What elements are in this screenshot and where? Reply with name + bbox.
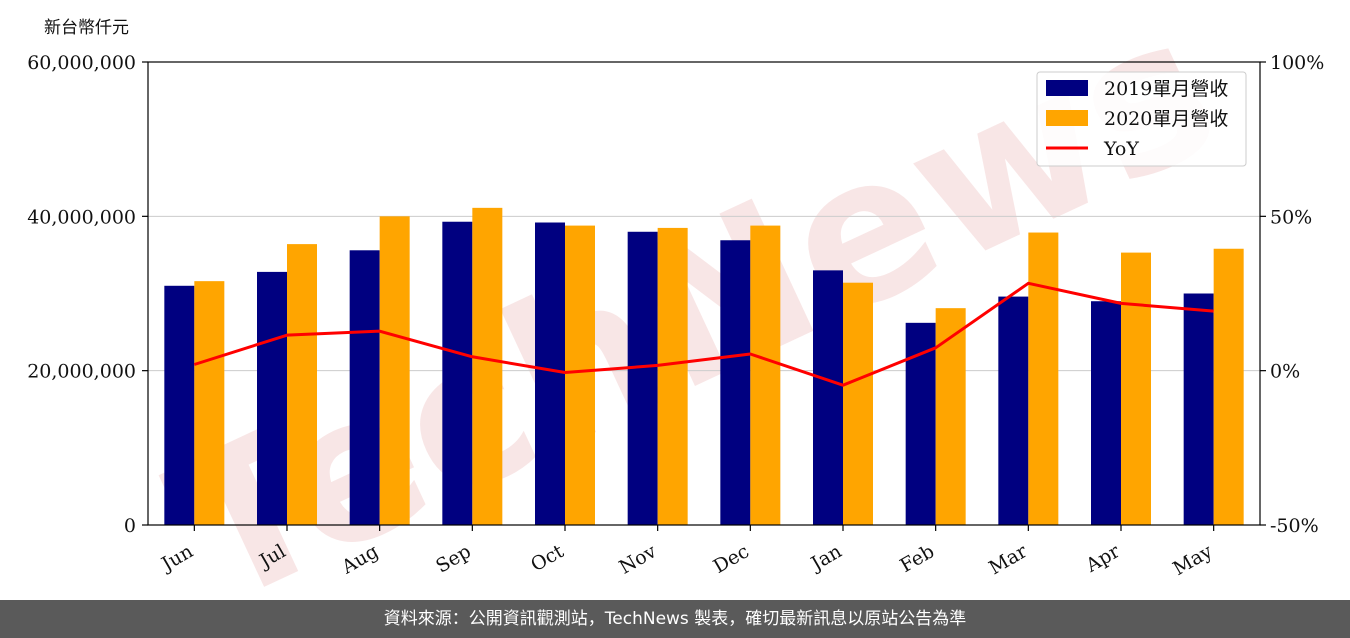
bar-2020-jan: [843, 282, 873, 525]
source-footer: 資料來源：公開資訊觀測站，TechNews 製表，確切最新訊息以原站公告為準: [0, 600, 1350, 638]
bar-2020-sep: [472, 207, 503, 525]
y-left-tick-label: 20,000,000: [27, 361, 136, 383]
bar-2019-aug: [349, 250, 380, 525]
plot-frame: [147, 61, 1261, 526]
bars: [164, 207, 1244, 526]
bar-2019-sep: [442, 221, 473, 526]
bar-2020-may: [1213, 248, 1244, 525]
legend-box: [1036, 71, 1247, 167]
yoy-line: [193, 281, 1214, 387]
bar-2020-mar: [1028, 232, 1059, 525]
yoy-line-layer: [193, 281, 1214, 387]
legend-swatch: [1046, 80, 1088, 96]
bar-2019-mar: [998, 296, 1029, 525]
x-tick-label-apr: Apr: [1081, 540, 1124, 577]
bar-2019-nov: [627, 231, 658, 525]
x-tick-label-dec: Dec: [710, 540, 753, 578]
bar-2020-nov: [657, 227, 688, 526]
revenue-chart: TechNews 020,000,00040,000,00060,000,000…: [27, 0, 1324, 600]
bar-2019-jun: [164, 285, 195, 525]
bar-2019-jul: [257, 271, 287, 525]
y-right-tick-label: -50%: [1270, 515, 1319, 537]
y-right-tick-label: 0%: [1270, 361, 1300, 383]
bar-2019-may: [1183, 293, 1214, 525]
x-tick-label-may: May: [1169, 540, 1216, 580]
x-tick-label-jan: Jan: [806, 540, 846, 576]
legend-label: 2020單月營收: [1104, 108, 1228, 130]
x-tick-label-oct: Oct: [527, 540, 568, 576]
y-left-tick-label: 60,000,000: [27, 52, 136, 74]
x-tick-label-feb: Feb: [896, 540, 938, 577]
x-tick-label-mar: Mar: [985, 540, 1031, 579]
y-left-tick-label: 40,000,000: [27, 206, 136, 228]
bar-2020-jul: [287, 244, 317, 525]
bar-2020-apr: [1121, 252, 1151, 525]
legend-label: YoY: [1103, 138, 1139, 160]
legend-swatch: [1046, 110, 1088, 126]
x-tick-label-nov: Nov: [616, 540, 661, 579]
legend: 2019單月營收 2020單月營收 YoY: [1036, 71, 1247, 167]
y-right-tick-label: 50%: [1270, 206, 1312, 228]
y-right-tick-label: 100%: [1270, 52, 1324, 74]
bar-2020-jun: [194, 281, 225, 525]
unit-label: 新台幣仟元: [44, 18, 129, 38]
bar-2019-apr: [1091, 301, 1121, 525]
grid-lines: [148, 215, 1260, 372]
bar-2020-feb: [935, 308, 966, 525]
y-left-tick-label: 0: [124, 515, 136, 537]
bar-2019-dec: [720, 240, 751, 525]
bar-2019-jan: [813, 270, 843, 525]
bar-2020-dec: [750, 225, 781, 526]
bar-2020-oct: [565, 225, 595, 526]
bar-2019-oct: [535, 222, 565, 526]
legend-label: 2019單月營收: [1104, 78, 1228, 100]
bar-2020-aug: [379, 216, 410, 526]
